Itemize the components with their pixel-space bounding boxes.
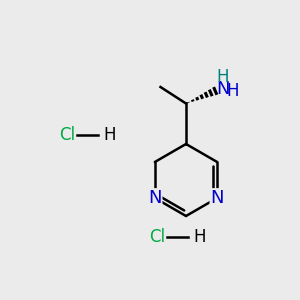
- Text: H: H: [217, 68, 229, 86]
- Text: H: H: [103, 126, 116, 144]
- Text: H: H: [194, 228, 206, 246]
- Text: N: N: [210, 189, 224, 207]
- Text: H: H: [227, 82, 239, 100]
- Text: N: N: [148, 189, 162, 207]
- Text: Cl: Cl: [59, 126, 75, 144]
- Text: Cl: Cl: [149, 228, 165, 246]
- Text: N: N: [216, 80, 230, 98]
